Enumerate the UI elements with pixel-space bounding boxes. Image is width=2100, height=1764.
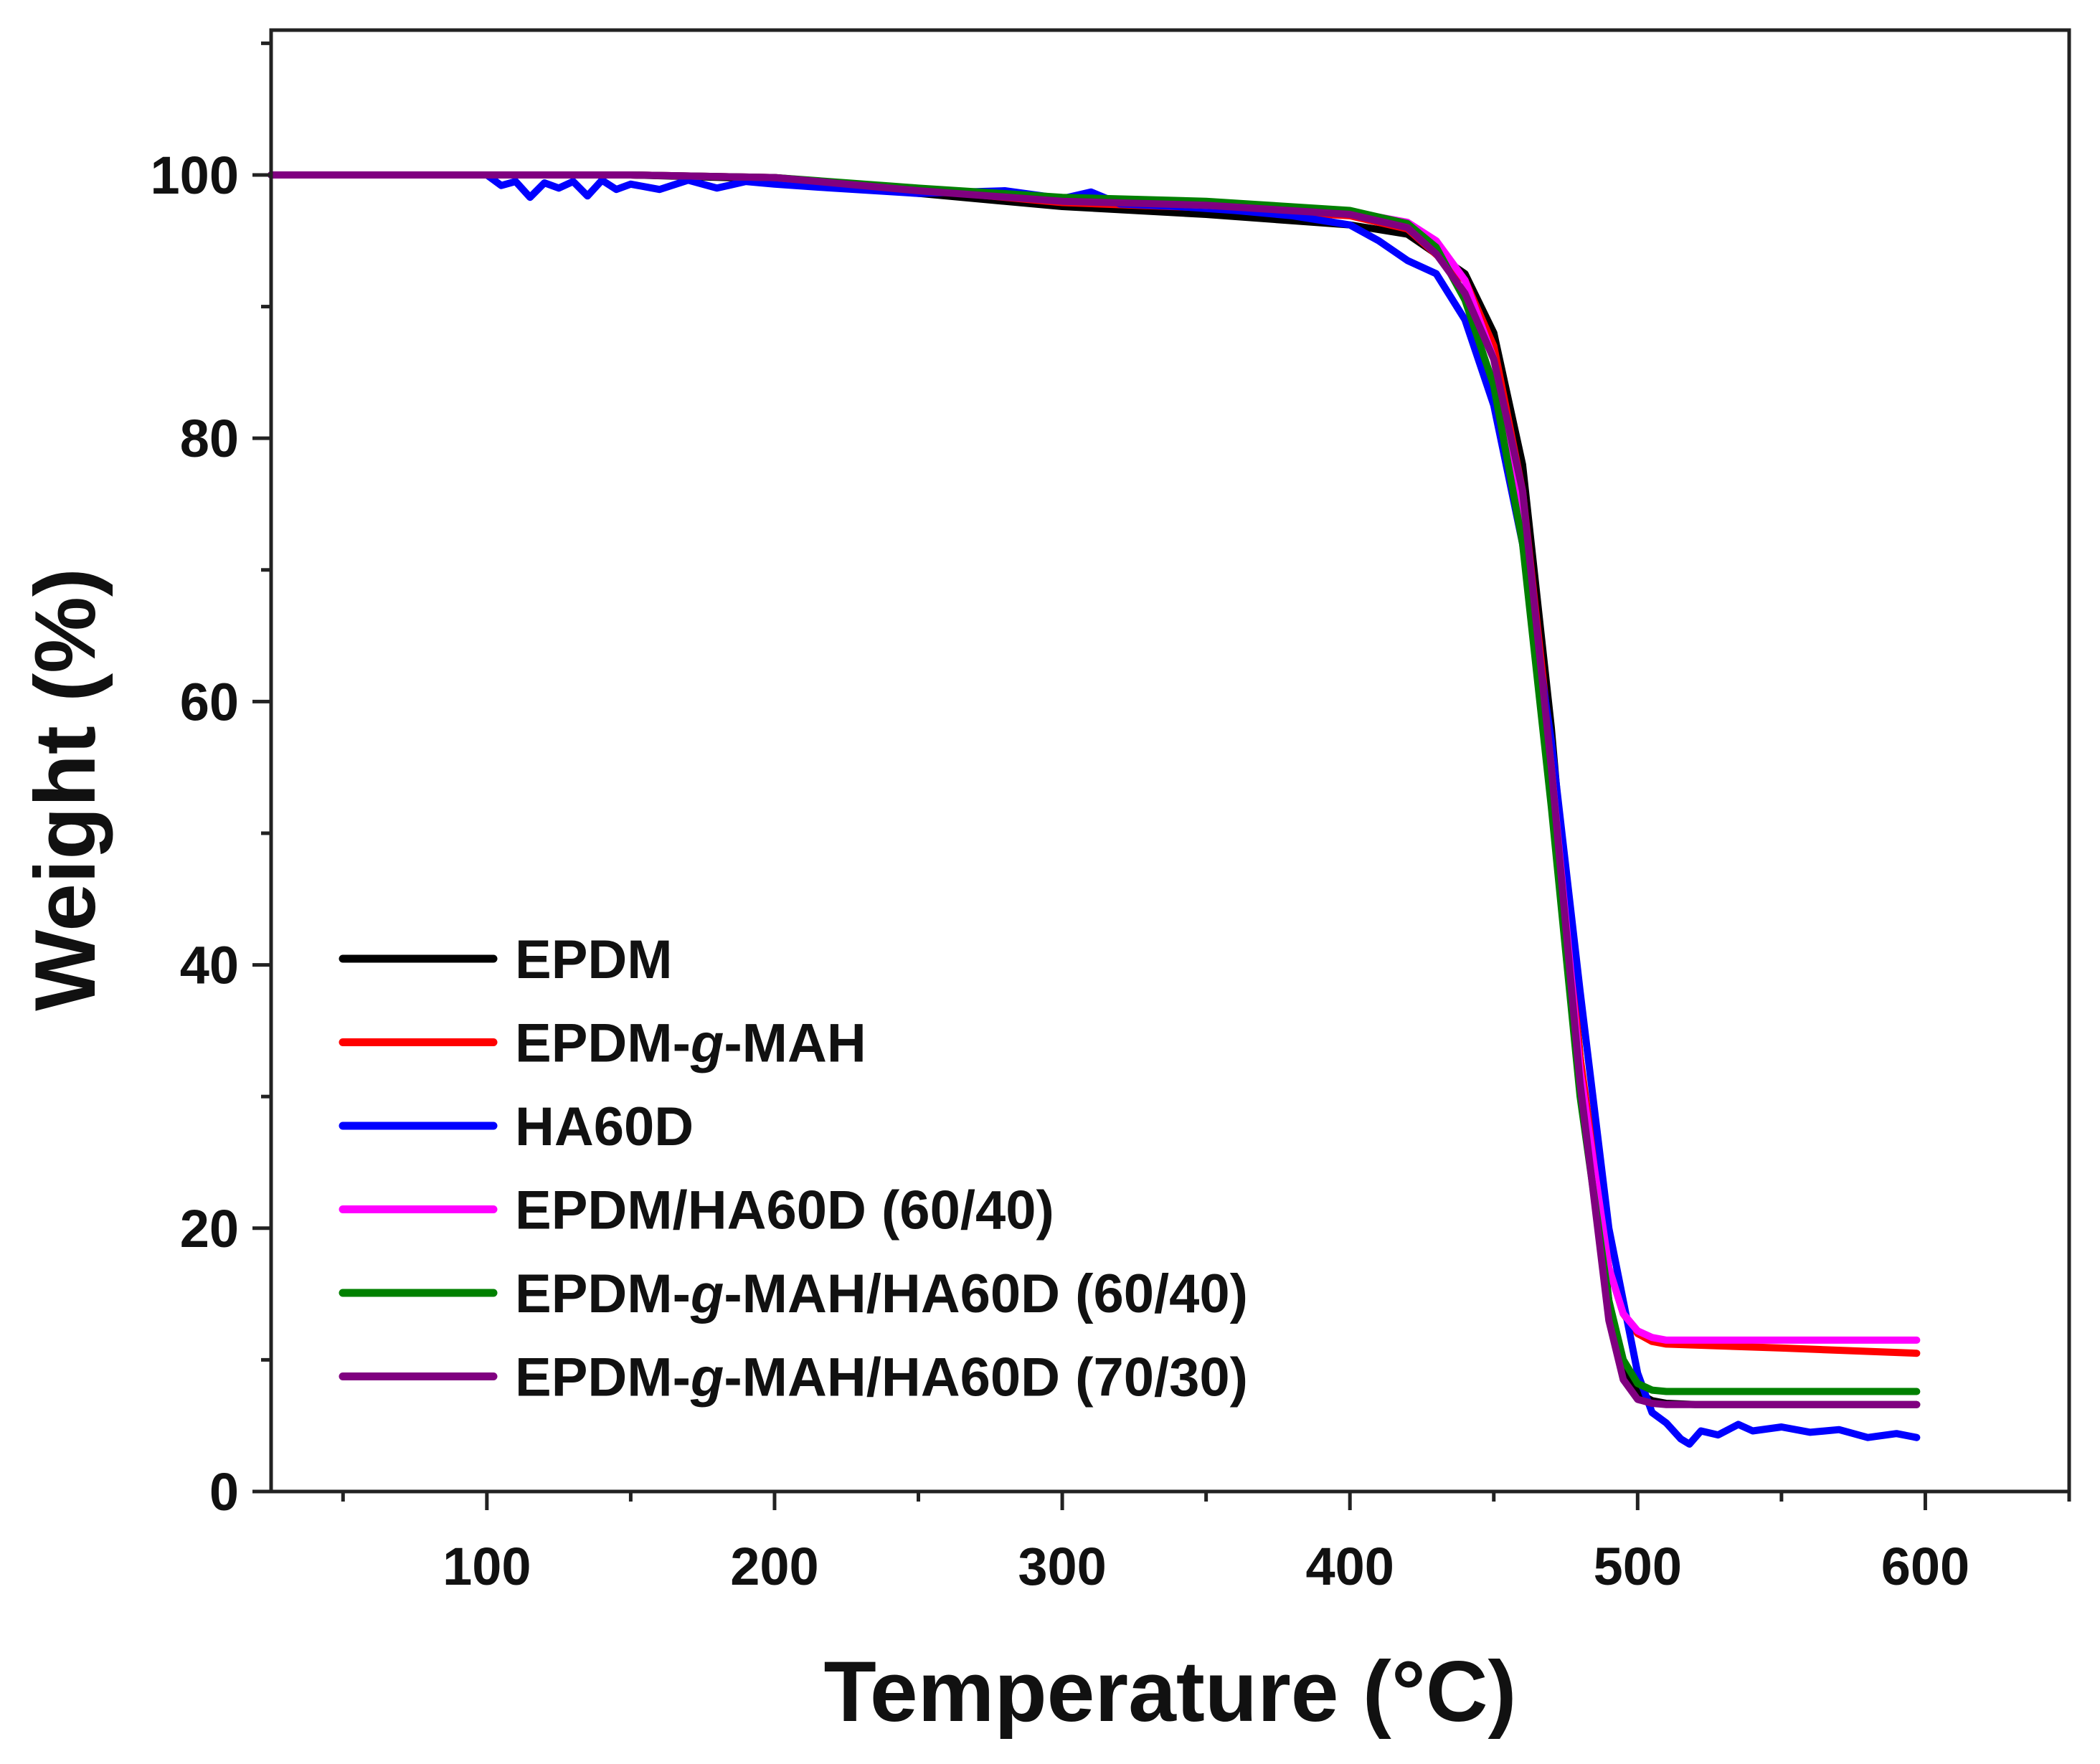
x-tick-label: 500 (1594, 1537, 1682, 1596)
y-tick-label: 40 (180, 936, 239, 995)
legend-label-part: -MAH/HA60D (70/30) (724, 1347, 1248, 1408)
y-tick-label: 80 (180, 409, 239, 468)
legend-label-part: HA60D (515, 1096, 694, 1157)
series-line-6 (268, 171, 1921, 1408)
series-line-3 (268, 171, 1921, 1448)
x-axis-title: Temperature (°C) (824, 1644, 1517, 1740)
legend-label-5: EPDM-g-MAH/HA60D (60/40) (515, 1263, 1248, 1324)
x-tick-label: 200 (730, 1537, 818, 1596)
x-tick-label: 600 (1881, 1537, 1969, 1596)
legend-label-6: EPDM-g-MAH/HA60D (70/30) (515, 1347, 1248, 1408)
legend-label-part: EPDM- (515, 1263, 691, 1324)
x-tick-label: 100 (443, 1537, 531, 1596)
axis-layer: 100 200 300 400 500 600 0 20 40 60 80 100 (151, 41, 2071, 1596)
y-tick-label: 60 (180, 672, 239, 731)
legend-label-part: EPDM/HA60D (60/40) (515, 1180, 1054, 1241)
legend-label-part: g (690, 1263, 724, 1324)
legend-label-part: EPDM- (515, 1347, 691, 1408)
legend-label-part: -MAH (724, 1013, 866, 1074)
series-layer (268, 171, 1921, 1448)
legend-label-part: EPDM- (515, 1013, 691, 1074)
legend-label-1: EPDM (515, 929, 673, 990)
legend-label-2: EPDM-g-MAH (515, 1013, 866, 1074)
legend-label-3: HA60D (515, 1096, 694, 1157)
y-axis-title: Weight (%) (17, 568, 113, 1011)
y-tick-label: 100 (151, 146, 239, 205)
x-tick-label: 400 (1305, 1537, 1394, 1596)
y-tick-label: 20 (180, 1199, 239, 1258)
plot-frame (269, 28, 2071, 1494)
y-tick-label: 0 (209, 1462, 239, 1522)
legend-label-part: g (690, 1347, 724, 1408)
legend-label-4: EPDM/HA60D (60/40) (515, 1180, 1054, 1241)
legend-label-part: EPDM (515, 929, 673, 990)
x-tick-label: 300 (1018, 1537, 1106, 1596)
legend-label-part: g (690, 1013, 724, 1074)
legend-label-part: -MAH/HA60D (60/40) (724, 1263, 1248, 1324)
